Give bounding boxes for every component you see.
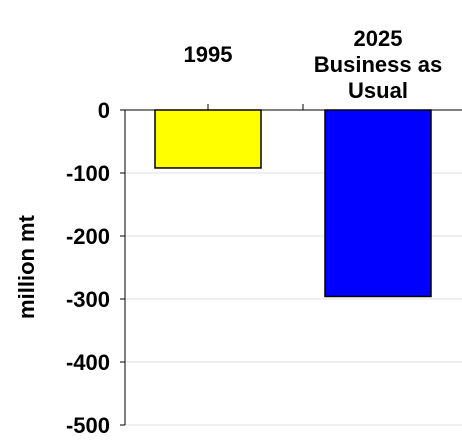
category-label-1-line-2: Usual <box>348 78 408 103</box>
bar-0 <box>154 109 262 169</box>
bar-1 <box>324 109 432 298</box>
y-tick-label-5: -500 <box>66 413 110 438</box>
y-tick-label-1: -100 <box>66 161 110 186</box>
axes <box>120 104 462 426</box>
y-tick-label-2: -200 <box>66 224 110 249</box>
y-tick-label-3: -300 <box>66 287 110 312</box>
y-tick-label-4: -400 <box>66 350 110 375</box>
category-label-1-line-0: 2025 <box>354 26 403 51</box>
y-axis-label: million mt <box>14 214 39 319</box>
category-label-0-line-0: 1995 <box>184 42 233 67</box>
y-tick-label-0: 0 <box>98 98 110 123</box>
category-label-1-line-1: Business as <box>314 52 442 77</box>
bars <box>154 109 432 298</box>
